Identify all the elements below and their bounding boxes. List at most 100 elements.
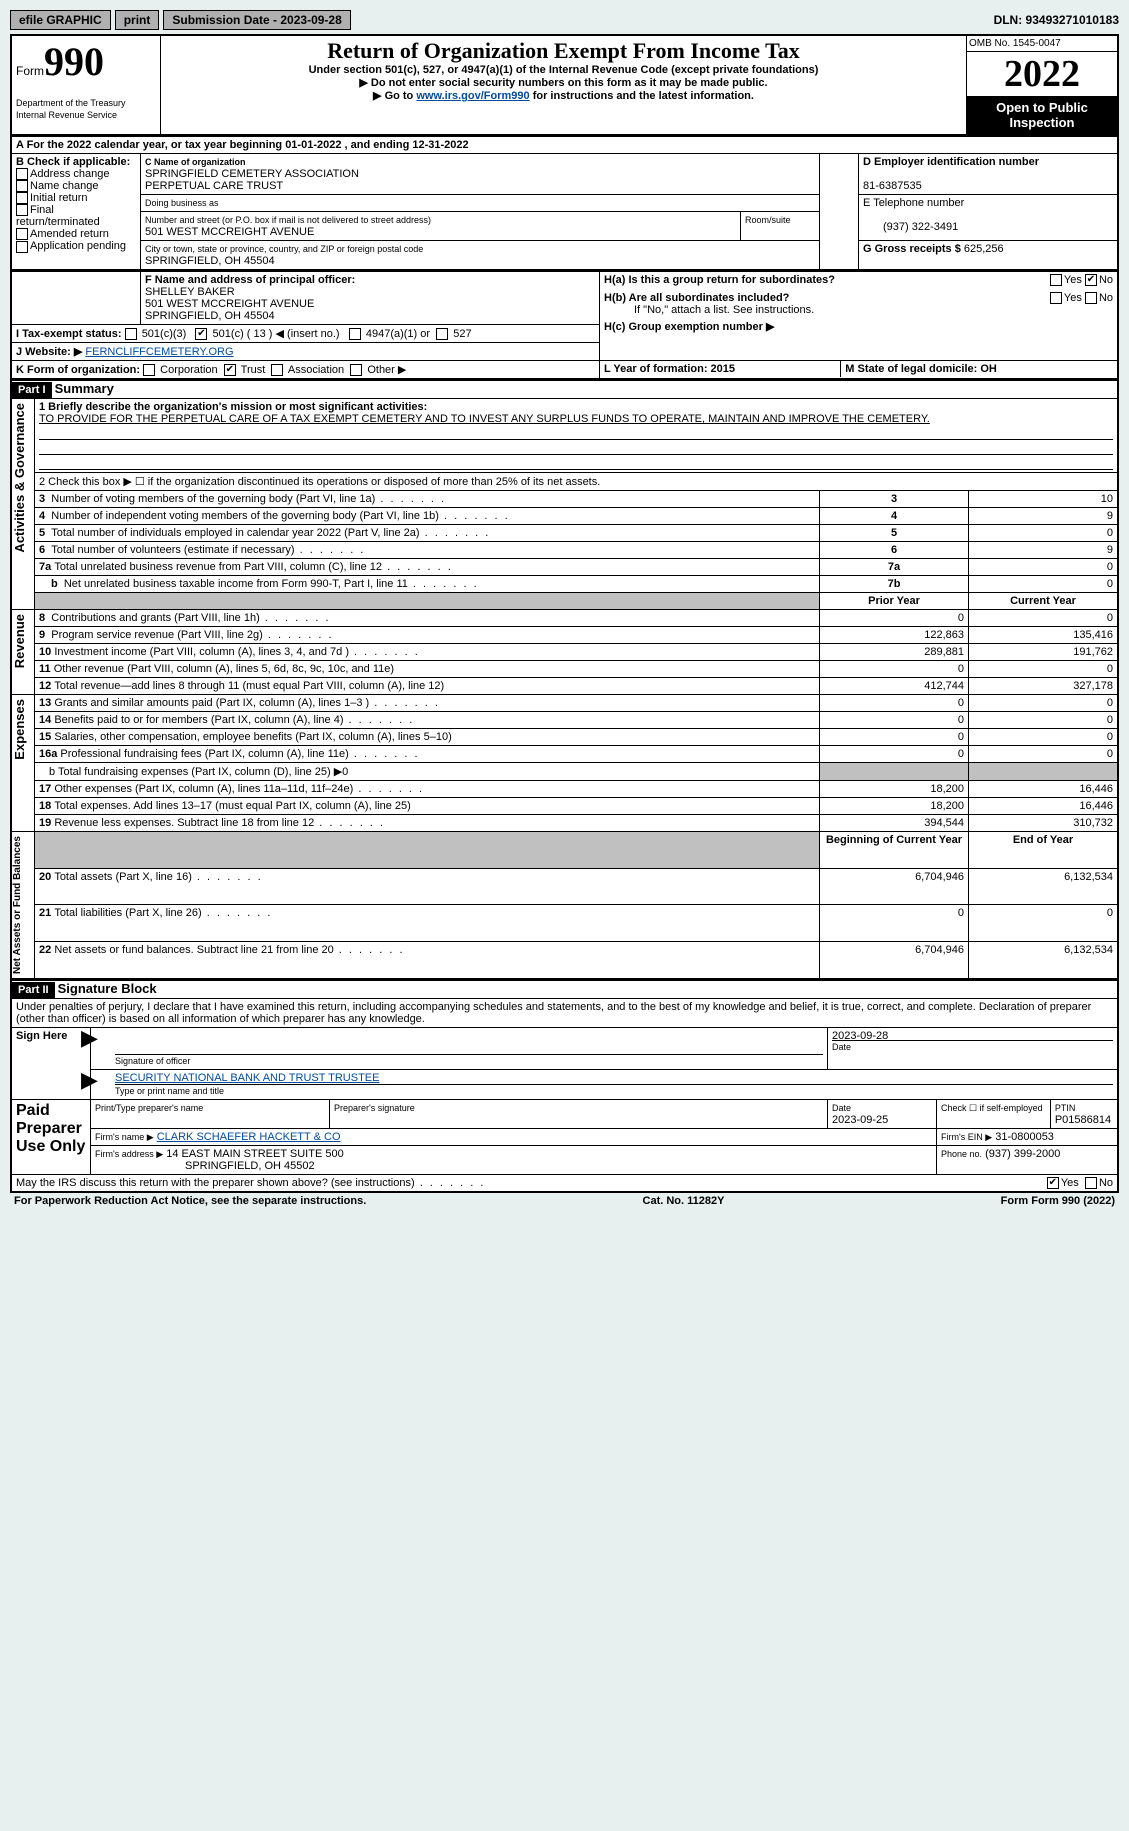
r7bt: Net unrelated business taxable income fr… [64, 578, 479, 590]
hb-yes: Yes [1064, 292, 1082, 304]
hb-no-checkbox[interactable] [1085, 292, 1097, 304]
addr-cell: Number and street (or P.O. box if mail i… [141, 212, 820, 241]
501c-checkbox[interactable] [195, 328, 207, 340]
k2: Association [288, 364, 344, 376]
officer-link[interactable]: SECURITY NATIONAL BANK AND TRUST TRUSTEE [115, 1072, 379, 1084]
addr-label: Number and street (or P.O. box if mail i… [145, 215, 431, 225]
name-change-checkbox[interactable] [16, 180, 28, 192]
declaration: Under penalties of perjury, I declare th… [11, 999, 1118, 1028]
rv12p: 412,744 [820, 678, 969, 695]
r5t: Total number of individuals employed in … [51, 527, 490, 539]
current-label: Current Year [969, 593, 1119, 610]
k0: Corporation [160, 364, 217, 376]
spacer [820, 154, 859, 271]
side-net-text: Net Assets or Fund Balances [12, 832, 23, 978]
print-button[interactable]: print [115, 10, 160, 30]
discuss: May the IRS discuss this return with the… [16, 1177, 485, 1189]
ex15c: 0 [969, 729, 1119, 746]
city-label: City or town, state or province, country… [145, 244, 423, 254]
r7ab: 7a [820, 559, 969, 576]
page-footer: For Paperwork Reduction Act Notice, see … [10, 1193, 1119, 1209]
pad1 [11, 272, 141, 325]
ex13c: 0 [969, 695, 1119, 712]
ex16b: b Total fundraising expenses (Part IX, c… [35, 763, 820, 781]
paid-preparer: Paid Preparer Use Only [11, 1100, 91, 1175]
rv8n: 8 [39, 612, 45, 624]
hb-yes-checkbox[interactable] [1050, 292, 1062, 304]
ex19c: 310,732 [969, 815, 1119, 832]
part2-table: Part II Signature Block Under penalties … [10, 980, 1119, 1193]
dba-label: Doing business as [145, 198, 219, 208]
part2-title: Signature Block [58, 981, 157, 996]
ex17t: Other expenses (Part IX, column (A), lin… [54, 783, 424, 795]
ex16an: 16a [39, 748, 57, 760]
rv8t: Contributions and grants (Part VIII, lin… [51, 612, 330, 624]
open-public: Open to Public Inspection [967, 96, 1117, 134]
efile-button[interactable]: efile GRAPHIC [10, 10, 111, 30]
prep-phone: (937) 399-2000 [985, 1148, 1060, 1160]
org-name2: PERPETUAL CARE TRUST [145, 180, 283, 192]
info-table: A For the 2022 calendar year, or tax yea… [10, 136, 1119, 271]
discuss-yes-checkbox[interactable] [1047, 1177, 1059, 1189]
firm-name-label: Firm's name ▶ [95, 1132, 154, 1142]
trust-checkbox[interactable] [224, 364, 236, 376]
final-checkbox[interactable] [16, 204, 28, 216]
k1: Trust [241, 364, 266, 376]
section-i: I Tax-exempt status: 501(c)(3) 501(c) ( … [11, 325, 600, 343]
4947-checkbox[interactable] [349, 328, 361, 340]
f-label: F Name and address of principal officer: [145, 274, 355, 286]
hb: H(b) Are all subordinates included? [604, 292, 789, 304]
r5n: 5 [39, 527, 45, 539]
ex13n: 13 [39, 697, 51, 709]
dba-cell: Doing business as [141, 195, 820, 212]
i4: 527 [453, 328, 471, 340]
corp-checkbox[interactable] [143, 364, 155, 376]
na22n: 22 [39, 944, 51, 956]
firm-link[interactable]: CLARK SCHAEFER HACKETT & CO [157, 1131, 341, 1143]
amended-checkbox[interactable] [16, 228, 28, 240]
irs-link[interactable]: www.irs.gov/Form990 [416, 90, 529, 102]
firm-addr1: 14 EAST MAIN STREET SUITE 500 [166, 1148, 344, 1160]
rv12n: 12 [39, 680, 51, 692]
omb: OMB No. 1545-0047 [967, 36, 1117, 52]
r4t: Number of independent voting members of … [51, 510, 509, 522]
line1-label: 1 Briefly describe the organization's mi… [39, 401, 427, 413]
501c3-checkbox[interactable] [125, 328, 137, 340]
firm-addr-label: Firm's address ▶ [95, 1149, 163, 1159]
mission-text: TO PROVIDE FOR THE PERPETUAL CARE OF A T… [39, 413, 930, 425]
ex17n: 17 [39, 783, 51, 795]
other-checkbox[interactable] [350, 364, 362, 376]
discuss-no-checkbox[interactable] [1085, 1177, 1097, 1189]
rv9t: Program service revenue (Part VIII, line… [51, 629, 333, 641]
assoc-checkbox[interactable] [271, 364, 283, 376]
tax-year: 2022 [967, 52, 1117, 96]
l-label: L Year of formation: 2015 [604, 363, 735, 375]
b2: Initial return [30, 192, 87, 204]
na21p: 0 [820, 905, 969, 942]
rv8p: 0 [820, 610, 969, 627]
part1-title: Summary [55, 381, 114, 396]
app-pending-checkbox[interactable] [16, 241, 28, 253]
r7at: Total unrelated business revenue from Pa… [54, 561, 453, 573]
officer-name: SHELLEY BAKER [145, 286, 235, 298]
footer-right-text: Form 990 (2022) [1031, 1195, 1115, 1207]
goto-pre: ▶ Go to [373, 90, 416, 102]
footer-mid: Cat. No. 11282Y [643, 1195, 725, 1207]
527-checkbox[interactable] [436, 328, 448, 340]
initial-checkbox[interactable] [16, 192, 28, 204]
na20t: Total assets (Part X, line 16) [54, 871, 262, 883]
section-e: E Telephone number (937) 322-3491 [859, 195, 1119, 241]
ha-yes: Yes [1064, 274, 1082, 286]
website-link[interactable]: FERNCLIFFCEMETERY.ORG [85, 346, 233, 358]
rv11n: 11 [39, 663, 51, 675]
addr-change-checkbox[interactable] [16, 168, 28, 180]
gray2 [969, 763, 1119, 781]
r6v: 9 [969, 542, 1119, 559]
b-label: B Check if applicable: [16, 156, 130, 168]
part2-bar: Part II [12, 982, 55, 998]
side-rev-text: Revenue [12, 610, 27, 672]
ha-yes-checkbox[interactable] [1050, 274, 1062, 286]
subtitle1: Under section 501(c), 527, or 4947(a)(1)… [165, 64, 962, 76]
c-name-label: C Name of organization [145, 157, 246, 167]
ha-no-checkbox[interactable] [1085, 274, 1097, 286]
